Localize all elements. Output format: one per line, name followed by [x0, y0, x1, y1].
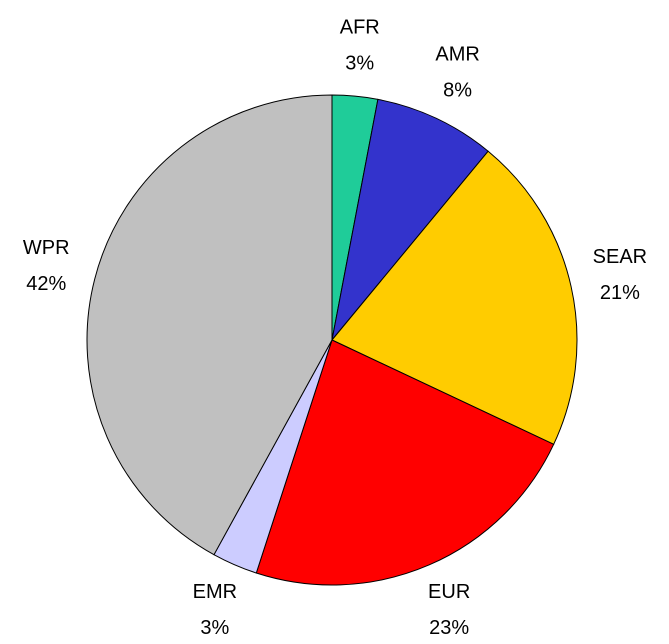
- value-label: 3%: [200, 617, 229, 639]
- slice-label: AFR: [340, 17, 380, 39]
- value-label: 8%: [443, 79, 472, 101]
- slice-label: AMR: [435, 43, 479, 65]
- value-label: 42%: [26, 273, 66, 295]
- slice-label: EMR: [193, 581, 237, 603]
- slice: [331, 98, 489, 341]
- value-label: 21%: [600, 282, 640, 304]
- slice: [86, 94, 333, 556]
- value-label: 3%: [345, 53, 374, 75]
- value-label: 23%: [429, 617, 469, 639]
- slice: [331, 150, 578, 445]
- slice-label: EUR: [428, 581, 470, 603]
- slice-label: WPR: [23, 237, 70, 259]
- slice-label: SEAR: [593, 246, 647, 268]
- slice: [255, 339, 555, 586]
